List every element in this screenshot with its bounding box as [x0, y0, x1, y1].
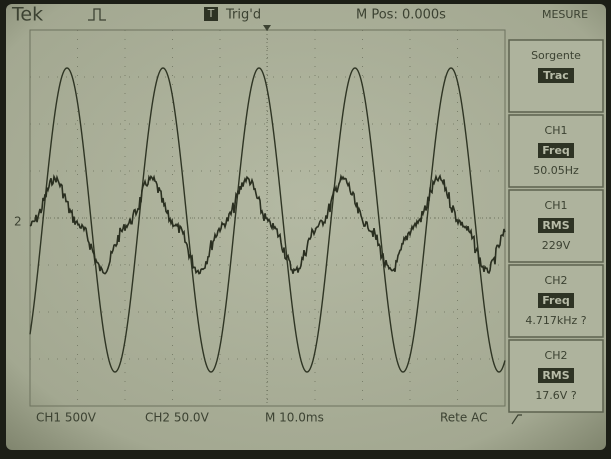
menu-title: MESURE	[542, 8, 588, 21]
measure-type: Freq	[542, 144, 570, 157]
measure-value: 17.6V ?	[535, 389, 577, 402]
measure-value: 229V	[542, 239, 571, 252]
trigger-state: Trig'd	[225, 8, 261, 23]
trigger-position-marker	[263, 25, 271, 31]
measure-type: Trac	[543, 69, 569, 82]
ch2-scale: CH2 50.0V	[145, 411, 210, 425]
measure-badge-box	[538, 293, 574, 308]
measure-badge-box	[538, 368, 574, 383]
ch2-trace	[29, 173, 506, 275]
measure-source: CH1	[545, 124, 568, 137]
horizontal-position: M Pos: 0.000s	[356, 8, 446, 23]
measure-type: RMS	[542, 219, 569, 232]
measure-source: CH2	[545, 349, 568, 362]
measure-value: 4.717kHz ?	[525, 314, 586, 327]
measure-type: RMS	[542, 369, 569, 382]
ch1-trace	[29, 67, 506, 373]
measure-value: 50.05Hz	[533, 164, 579, 177]
trigger-badge: T	[207, 7, 215, 20]
measure-panel: Sorgente Trac CH1 Freq 50.05Hz CH1 RMS 229V CH2 F…	[508, 39, 604, 413]
measure-type: Freq	[542, 294, 570, 307]
measure-badge-box	[538, 68, 574, 83]
trigger-badge-box	[204, 7, 218, 21]
trigger-source: Rete AC	[440, 411, 487, 425]
trigger-slope-icon	[511, 414, 522, 425]
ch1-scale: CH1 500V	[36, 411, 97, 425]
time-base: M 10.0ms	[265, 411, 324, 425]
measure-source: CH1	[545, 199, 568, 212]
acquisition-icon	[88, 8, 106, 21]
measure-source: CH2	[545, 274, 568, 287]
measure-badge-box	[538, 218, 574, 233]
measure-source: Sorgente	[531, 49, 581, 62]
display	[6, 4, 606, 450]
brand: Tek	[11, 4, 43, 26]
measure-badge-box	[538, 143, 574, 158]
ch2-ground-marker: 2	[14, 215, 22, 229]
